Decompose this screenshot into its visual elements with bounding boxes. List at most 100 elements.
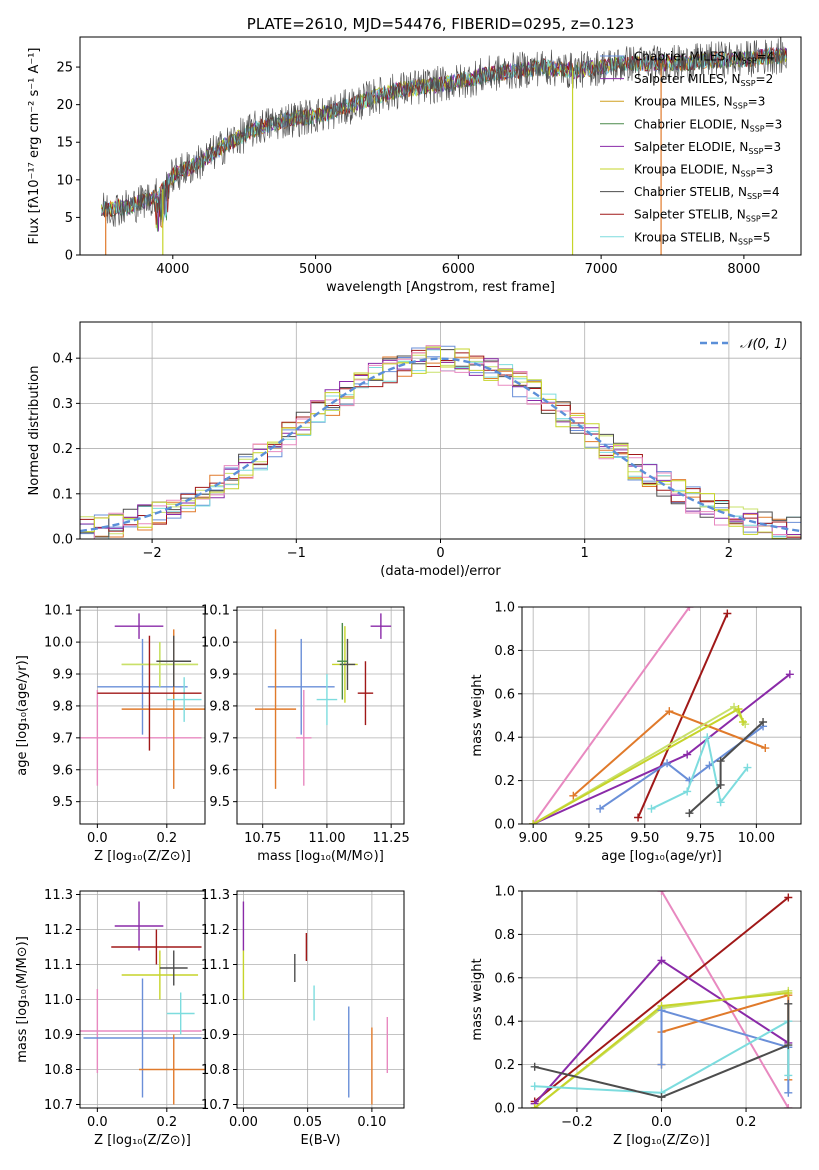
x-axis-label: Z [log₁₀(Z/Z⊙)] xyxy=(94,849,191,864)
legend-entry: Chabrier ELODIE, NSSP=3 xyxy=(634,117,782,133)
axes-frame xyxy=(79,36,802,256)
gaussian-curve xyxy=(80,357,801,533)
series-marker xyxy=(716,780,725,789)
plot-area xyxy=(254,613,392,789)
errorbar-point xyxy=(114,901,164,951)
x-tick-label: 0 xyxy=(436,546,444,561)
series-marker xyxy=(657,891,666,895)
plot-area xyxy=(242,901,388,1105)
series-line xyxy=(660,1009,790,1093)
legend-entry: Chabrier STELIB, NSSP=4 xyxy=(634,185,780,201)
y-tick-label: 9.8 xyxy=(209,699,230,714)
histogram-series xyxy=(80,346,801,539)
errorbar-point xyxy=(139,1034,205,1105)
series-marker xyxy=(683,750,692,759)
chart-title: PLATE=2610, MJD=54476, FIBERID=0295, z=0… xyxy=(247,15,634,33)
x-tick-label: 0.2 xyxy=(156,1115,177,1130)
x-axis-label: Z [log₁₀(Z/Z⊙)] xyxy=(94,1133,191,1148)
y-tick-label: 1.0 xyxy=(494,885,515,900)
errorbar-point xyxy=(121,642,199,687)
chart-massweight_vs_z: −0.2 0.0 0.2 0.0 0.2 0.4 0.6 0.8 1.0 Z [log₁₀(Z/Z… xyxy=(470,885,802,1148)
errorbar-point xyxy=(267,638,335,735)
errorbar-point xyxy=(156,635,192,687)
chart-massweight_vs_age: 9.00 9.25 9.50 9.75 10.00 0.0 0.2 0.4 0.6 0.8 1.0 a… xyxy=(470,601,802,864)
x-tick-label: 0.00 xyxy=(229,1115,258,1130)
series-marker xyxy=(784,1071,793,1080)
x-axis-label: wavelength [Angstrom, rest frame] xyxy=(326,280,555,295)
series-marker xyxy=(596,804,605,813)
chart-mass_vs_ebv: 0.00 0.05 0.10 10.7 10.8 10.9 11.0 11.1 11.2 11.3… xyxy=(201,888,405,1148)
series-marker xyxy=(716,798,725,807)
series-marker xyxy=(647,804,656,813)
x-axis-label: Z [log₁₀(Z/Z⊙)] xyxy=(613,1133,710,1148)
y-tick-label: 0.4 xyxy=(52,352,73,367)
line-series xyxy=(647,733,752,813)
series-marker xyxy=(530,1062,539,1071)
y-axis-label: mass [log₁₀(M/M⊙)] xyxy=(15,936,30,1063)
x-tick-label: 0.2 xyxy=(736,1115,757,1130)
series-marker xyxy=(734,704,743,713)
y-tick-label: 0.0 xyxy=(494,1102,515,1117)
y-tick-label: 9.7 xyxy=(209,731,230,746)
x-tick-label: 11.25 xyxy=(373,831,410,846)
x-tick-label: 0.0 xyxy=(651,1115,672,1130)
x-tick-label: −2 xyxy=(143,546,162,561)
plot-area xyxy=(529,607,794,824)
errorbar-point xyxy=(337,622,348,700)
y-tick-label: 10.1 xyxy=(44,604,73,619)
errorbar-point xyxy=(357,661,374,726)
series-marker xyxy=(685,809,694,818)
y-tick-label: 0.3 xyxy=(52,397,73,412)
x-tick-label: 1 xyxy=(581,546,589,561)
y-tick-label: 0.2 xyxy=(494,1058,515,1073)
series-line xyxy=(534,896,789,1103)
y-axis-label: Flux [fλ10⁻¹⁷ erg cm⁻² s⁻¹ A⁻¹] xyxy=(27,48,42,245)
y-axis-label: Normed distribution xyxy=(27,366,42,496)
legend-entry: Chabrier MILES, NSSP=4 xyxy=(634,50,774,66)
errorbar-point xyxy=(166,992,195,1035)
y-tick-label: 10.0 xyxy=(201,636,230,651)
spectrum-line xyxy=(101,37,787,227)
series-marker xyxy=(759,718,768,727)
series-marker xyxy=(743,763,752,772)
x-tick-label: 7000 xyxy=(585,262,618,277)
y-axis-label: age [log₁₀(age/yr)] xyxy=(15,655,30,776)
series-marker xyxy=(529,820,538,824)
series-line xyxy=(688,721,764,814)
series-marker xyxy=(784,1088,793,1097)
y-axis-label: mass weight xyxy=(470,958,485,1040)
x-axis-label: age [log₁₀(age/yr)] xyxy=(601,849,722,864)
y-tick-label: 0.2 xyxy=(52,442,73,457)
y-tick-label: 10 xyxy=(56,173,73,188)
errorbar-point xyxy=(296,689,312,786)
axes-frame xyxy=(79,606,206,825)
y-tick-label: 9.9 xyxy=(52,668,73,683)
y-tick-label: 0.0 xyxy=(52,533,73,548)
chart-residuals: −2 −1 0 1 2 0.0 0.1 0.2 0.3 0.4 (data-model)/error… xyxy=(27,321,802,579)
errorbar-point xyxy=(80,989,202,1073)
x-tick-label: 9.75 xyxy=(686,831,715,846)
y-tick-label: 0.8 xyxy=(494,644,515,659)
axes-frame xyxy=(521,606,802,825)
line-series xyxy=(596,722,768,813)
x-tick-label: 0.0 xyxy=(87,831,108,846)
series-marker xyxy=(657,1093,666,1102)
x-axis-label: mass [log₁₀(M/M⊙)] xyxy=(257,849,384,864)
series-marker xyxy=(784,1041,793,1050)
x-tick-label: 9.00 xyxy=(519,831,548,846)
chart-age_vs_mass: 10.75 11.00 11.25 9.5 9.6 9.7 9.8 9.9 10.0 10.1 ma… xyxy=(201,604,410,864)
series-line xyxy=(532,607,691,824)
errorbar-point xyxy=(114,613,164,639)
y-tick-label: 10.1 xyxy=(201,604,230,619)
x-tick-label: 0.10 xyxy=(357,1115,386,1130)
y-tick-label: 11.3 xyxy=(44,888,73,903)
x-tick-label: 0.0 xyxy=(87,1115,108,1130)
y-tick-label: 10.7 xyxy=(44,1098,73,1113)
y-tick-label: 0.0 xyxy=(494,818,515,833)
y-tick-label: 15 xyxy=(56,136,73,151)
plot-area xyxy=(80,613,205,789)
errorbar-point xyxy=(316,674,338,726)
errorbar-point xyxy=(83,978,202,1098)
errorbar-point xyxy=(370,613,392,639)
